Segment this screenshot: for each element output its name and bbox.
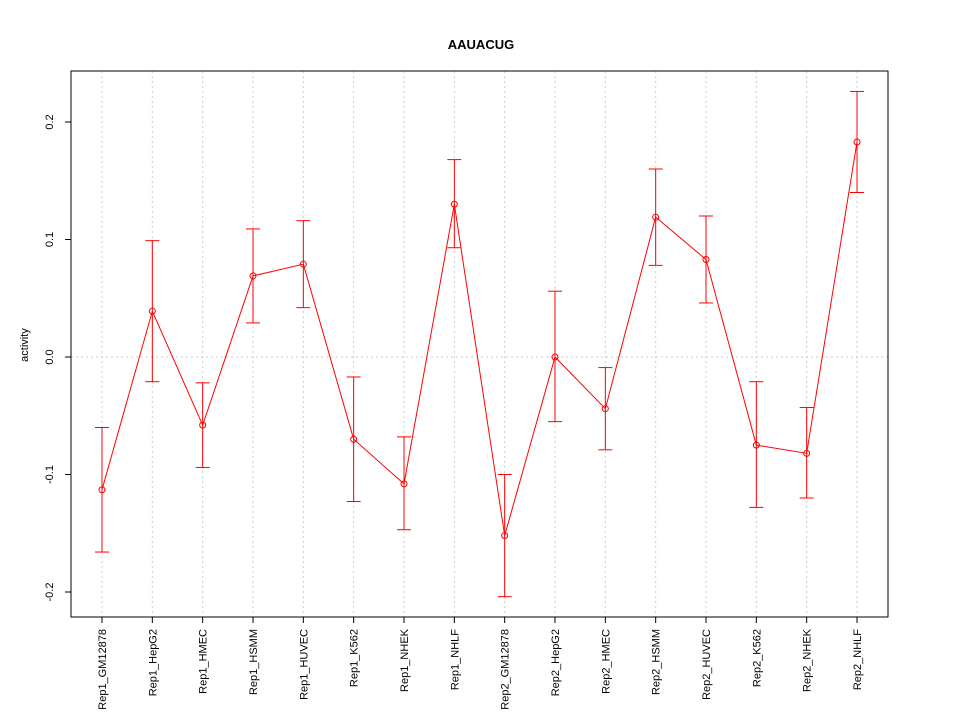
- x-tick-label: Rep2_HMEC: [600, 629, 612, 694]
- y-tick-label: 0.0: [44, 349, 56, 364]
- x-tick-label: Rep2_HUVEC: [701, 629, 713, 700]
- data-point: [853, 138, 861, 146]
- data-point: [702, 255, 710, 263]
- data-point: [803, 449, 811, 457]
- y-axis-label: activity: [19, 328, 31, 362]
- x-tick-label: Rep2_GM12878: [500, 629, 512, 710]
- data-point: [601, 405, 609, 413]
- data-point: [199, 421, 207, 429]
- chart-title: AAUACUG: [448, 37, 514, 52]
- grid: [71, 71, 888, 617]
- y-tick-label: -0.1: [44, 465, 56, 484]
- x-tick-label: Rep1_HepG2: [147, 629, 159, 696]
- x-tick-label: Rep1_GM12878: [97, 629, 109, 710]
- data-point: [249, 272, 257, 280]
- plot-frame: [70, 70, 889, 618]
- data-point: [400, 480, 408, 488]
- data-point: [98, 486, 106, 494]
- axes: -0.2 -0.1 0.0 0.1 0.2 Rep1_GM12878 Rep1_HepG2 R…: [44, 114, 864, 709]
- x-tick-label: Rep1_HMEC: [198, 629, 210, 694]
- series-line: [101, 141, 858, 536]
- x-tick-label: Rep1_NHLF: [449, 629, 461, 690]
- data-point: [148, 307, 156, 315]
- x-tick-label: Rep1_NHEK: [399, 628, 411, 692]
- x-tick-label: Rep2_NHLF: [852, 629, 864, 690]
- x-tick-label: Rep2_HepG2: [550, 629, 562, 696]
- x-tick-label: Rep2_K562: [751, 629, 763, 687]
- y-tick-label: -0.2: [44, 583, 56, 602]
- x-tick-label: Rep1_K562: [349, 629, 361, 687]
- x-tick-label: Rep2_HSMM: [651, 629, 663, 695]
- y-tick-label: 0.1: [44, 232, 56, 247]
- data-point: [752, 441, 760, 449]
- data-point: [450, 200, 458, 208]
- data-point: [501, 532, 509, 540]
- x-tick-label: Rep1_HSMM: [248, 629, 260, 695]
- x-tick-label: Rep2_NHEK: [802, 628, 814, 692]
- data-point: [551, 353, 559, 361]
- data-point: [299, 260, 307, 268]
- x-tick-label: Rep1_HUVEC: [298, 629, 310, 700]
- series: [95, 90, 864, 598]
- y-tick-label: 0.2: [44, 114, 56, 129]
- data-point: [350, 435, 358, 443]
- data-point: [652, 213, 660, 221]
